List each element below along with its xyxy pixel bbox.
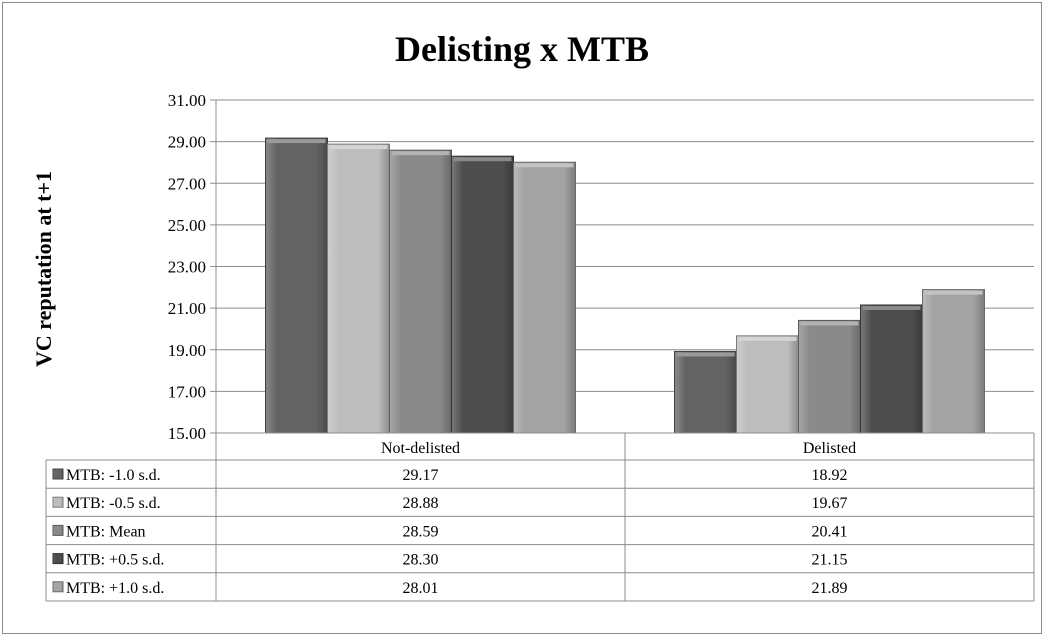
legend-swatch bbox=[52, 581, 64, 593]
bar bbox=[327, 143, 390, 434]
y-tick-label: 17.00 bbox=[168, 382, 206, 401]
category-label: Delisted bbox=[803, 440, 856, 457]
data-value: 21.15 bbox=[812, 552, 848, 569]
bar bbox=[265, 137, 328, 434]
bar-highlight bbox=[329, 145, 388, 150]
legend-swatch bbox=[52, 496, 64, 508]
y-tick-label: 27.00 bbox=[168, 174, 206, 193]
data-value: 20.41 bbox=[812, 523, 848, 540]
bar bbox=[513, 161, 576, 434]
legend-label: MTB: -0.5 s.d. bbox=[66, 495, 161, 512]
data-value: 21.89 bbox=[812, 580, 848, 597]
data-value: 19.67 bbox=[812, 495, 848, 512]
bar bbox=[922, 289, 985, 434]
legend-swatch bbox=[52, 468, 64, 480]
y-tick-label: 21.00 bbox=[168, 299, 206, 318]
legend-label: MTB: -1.0 s.d. bbox=[66, 467, 161, 484]
y-tick-label: 19.00 bbox=[168, 341, 206, 360]
bar bbox=[798, 319, 861, 434]
bar-highlight bbox=[924, 290, 983, 295]
bar-highlight bbox=[453, 157, 512, 162]
bar bbox=[736, 335, 799, 434]
y-axis: 15.00 17.00 19.00 21.00 23.00 25.00 27.00 29.00… bbox=[168, 91, 217, 443]
data-value: 28.01 bbox=[403, 580, 439, 597]
bar bbox=[674, 350, 737, 434]
legend-label: MTB: +0.5 s.d. bbox=[66, 552, 164, 569]
data-value: 28.30 bbox=[403, 552, 439, 569]
bar-highlight bbox=[738, 336, 797, 341]
legend-swatch bbox=[52, 553, 64, 565]
bar-highlight bbox=[391, 151, 450, 156]
chart-canvas: Delisting x MTB VC reputation at t+1 15.… bbox=[31, 29, 1035, 602]
bar-highlight bbox=[267, 139, 326, 144]
legend-label: MTB: Mean bbox=[66, 523, 146, 540]
legend-label: MTB: +1.0 s.d. bbox=[66, 580, 164, 597]
y-axis-label: VC reputation at t+1 bbox=[31, 171, 56, 367]
data-table: Not-delisted Delisted MTB: -1.0 s.d. 29.17 1… bbox=[45, 432, 1035, 602]
bar bbox=[389, 149, 452, 434]
bars bbox=[265, 137, 985, 434]
category-label: Not-delisted bbox=[381, 440, 460, 457]
data-value: 28.59 bbox=[403, 523, 439, 540]
y-tick-label: 29.00 bbox=[168, 133, 206, 152]
data-value: 29.17 bbox=[403, 467, 439, 484]
y-tick-label: 25.00 bbox=[168, 216, 206, 235]
y-tick-label: 23.00 bbox=[168, 258, 206, 277]
bar-highlight bbox=[800, 321, 859, 326]
bar-highlight bbox=[515, 163, 574, 168]
legend-swatch bbox=[52, 524, 64, 536]
bar bbox=[451, 155, 514, 434]
y-tick-label: 15.00 bbox=[168, 424, 206, 443]
data-value: 18.92 bbox=[812, 467, 848, 484]
bar-highlight bbox=[862, 306, 921, 311]
bar-highlight bbox=[676, 352, 735, 357]
bar bbox=[860, 304, 923, 434]
chart-title: Delisting x MTB bbox=[395, 29, 649, 69]
data-value: 28.88 bbox=[403, 495, 439, 512]
y-tick-label: 31.00 bbox=[168, 91, 206, 110]
